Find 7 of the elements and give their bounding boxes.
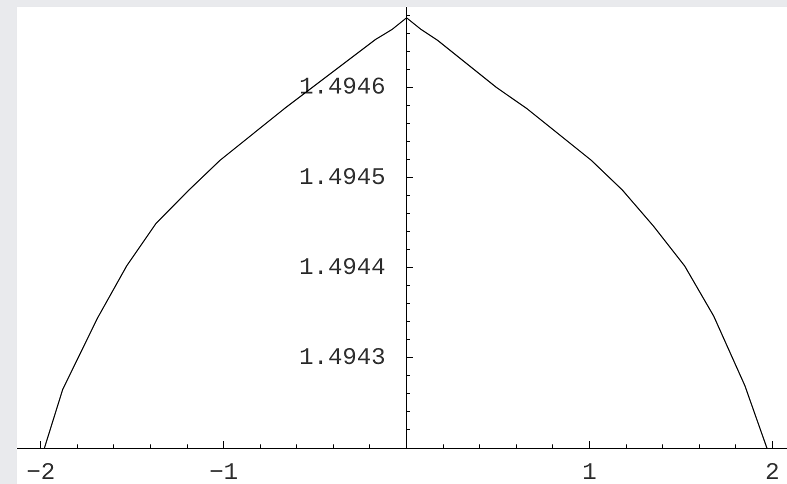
y-tick-label: 1.4943 (299, 345, 386, 372)
y-tick-label: 1.4945 (299, 164, 386, 192)
y-tick-label: 1.4944 (299, 254, 386, 282)
x-tick-label: 2 (765, 460, 780, 484)
x-tick-label: −2 (26, 460, 56, 484)
x-tick-label: 1 (582, 460, 597, 484)
x-tick-label: −1 (209, 460, 238, 484)
